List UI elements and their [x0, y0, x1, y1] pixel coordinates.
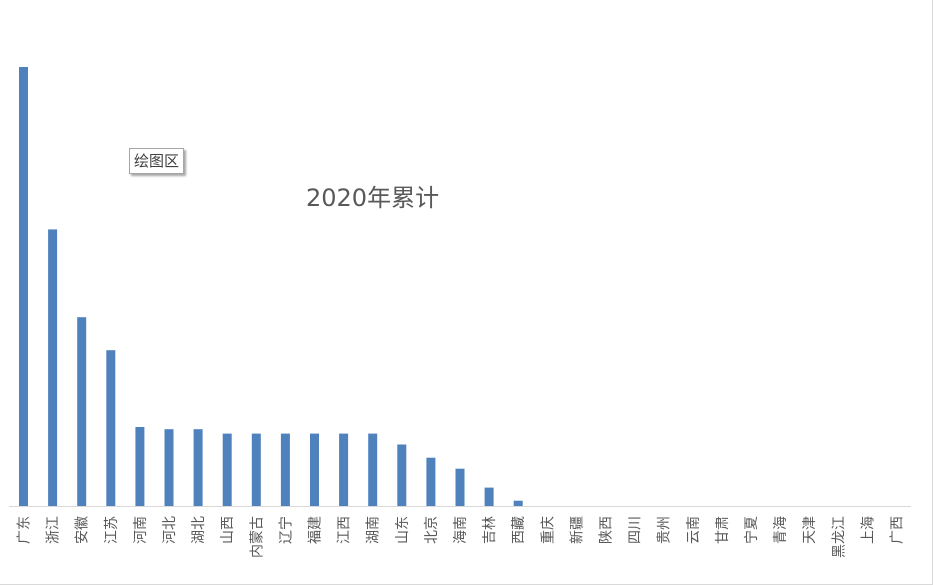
bar-9[interactable] [251, 433, 261, 506]
bar-12[interactable] [339, 433, 349, 506]
x-tick-label: 广西 [890, 516, 906, 544]
x-tick-label: 宁夏 [743, 516, 760, 544]
x-tick-label: 西藏 [511, 516, 527, 544]
bar-4[interactable] [106, 350, 116, 506]
bar-13[interactable] [368, 433, 378, 506]
x-tick-label: 内蒙古 [249, 516, 265, 558]
x-tick-label: 福建 [308, 516, 324, 544]
bar-3[interactable] [77, 317, 87, 506]
x-tick-label: 新疆 [569, 516, 585, 544]
x-tick-label: 黑龙江 [831, 516, 847, 558]
x-tick-label: 湖南 [366, 516, 382, 544]
x-tick-label: 吉林 [482, 516, 498, 544]
x-tick-label: 甘肃 [715, 516, 731, 544]
x-tick-label: 青海 [773, 516, 789, 544]
x-tick-label: 上海 [860, 516, 876, 544]
x-tick-label: 重庆 [540, 516, 556, 544]
bar-18[interactable] [513, 500, 523, 506]
x-tick-label: 安徽 [75, 516, 91, 544]
bar-7[interactable] [193, 429, 203, 506]
plot-area-tooltip: 绘图区 [129, 148, 185, 174]
x-tick-label: 广东 [17, 516, 33, 544]
bar-16[interactable] [455, 468, 465, 506]
x-tick-label: 四川 [628, 516, 644, 544]
bar-14[interactable] [397, 444, 407, 507]
chart-title: 2020年累计 [306, 184, 440, 212]
x-tick-label: 陕西 [599, 516, 615, 544]
x-tick-label: 山西 [220, 516, 236, 544]
x-tick-label: 云南 [686, 516, 702, 544]
x-tick-label: 海南 [453, 516, 469, 544]
x-tick-label: 北京 [424, 516, 440, 544]
bar-6[interactable] [164, 429, 174, 506]
bar-10[interactable] [280, 433, 290, 506]
x-tick-label: 河南 [133, 516, 149, 544]
bar-1[interactable] [19, 67, 28, 506]
x-tick-label: 辽宁 [277, 516, 294, 544]
x-tick-label: 山东 [395, 516, 411, 544]
x-tick-label: 天津 [802, 516, 818, 544]
bar-11[interactable] [310, 433, 319, 506]
bar-15[interactable] [426, 457, 436, 506]
bar-8[interactable] [222, 433, 232, 506]
x-tick-label: 河北 [162, 516, 178, 544]
x-tick-label: 江西 [337, 516, 353, 544]
x-tick-label: 贵州 [657, 516, 673, 544]
bar-2[interactable] [48, 229, 58, 506]
x-tick-label: 浙江 [46, 516, 62, 544]
bar-5[interactable] [135, 427, 145, 506]
x-tick-label: 湖北 [191, 516, 207, 544]
x-tick-label: 江苏 [104, 516, 120, 544]
bar-17[interactable] [484, 487, 494, 506]
